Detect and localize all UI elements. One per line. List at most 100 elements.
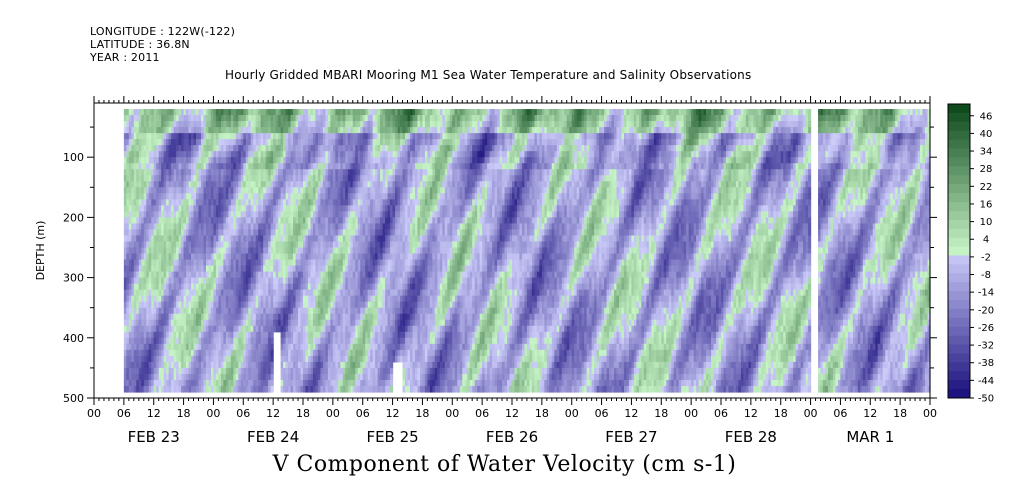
heat-cell (193, 325, 197, 333)
heat-cell (141, 223, 145, 231)
heat-cell (260, 289, 264, 297)
heat-cell (243, 277, 247, 285)
heat-cell (240, 163, 244, 170)
heat-cell (275, 193, 279, 200)
heat-cell (166, 367, 170, 375)
heat-cell (208, 127, 212, 134)
heat-cell (243, 379, 247, 387)
heat-cell (243, 193, 247, 200)
heat-cell (200, 325, 205, 333)
heat-cell (128, 193, 132, 200)
heat-cell (141, 265, 145, 273)
heat-cell (233, 367, 237, 375)
heat-cell (275, 169, 279, 176)
heat-cell (168, 277, 172, 285)
heat-cell (205, 319, 210, 327)
heat-cell (148, 133, 152, 140)
heat-cell (161, 247, 165, 255)
heat-cell (285, 109, 289, 116)
heat-cell (126, 367, 130, 375)
heat-cell (141, 307, 145, 315)
heat-cell (285, 337, 289, 345)
heat-cell (215, 271, 220, 279)
heat-cell (290, 163, 294, 170)
heat-cell (243, 151, 247, 158)
heat-cell (253, 199, 257, 206)
heat-cell (203, 127, 207, 134)
heat-cell (270, 349, 274, 357)
heat-cell (263, 319, 267, 327)
heat-cell (198, 379, 202, 387)
heat-cell (245, 211, 249, 218)
heat-cell (168, 205, 172, 212)
heat-cell (258, 241, 262, 249)
heat-cell (133, 373, 137, 381)
heat-cell (131, 349, 135, 357)
heat-cell (225, 109, 229, 116)
heat-cell (161, 223, 165, 231)
heat-cell (210, 301, 215, 309)
heat-cell (156, 133, 160, 140)
heat-cell (258, 289, 262, 297)
heat-cell (280, 127, 284, 134)
heat-cell (183, 199, 187, 206)
heat-cell (235, 205, 239, 212)
heat-cell (171, 289, 175, 297)
heat-cell (258, 379, 262, 387)
heat-cell (181, 301, 185, 309)
heat-cell (243, 247, 247, 255)
heat-cell (163, 133, 167, 140)
heat-cell (253, 169, 257, 176)
heat-cell (151, 325, 155, 333)
heat-cell (235, 313, 239, 321)
heat-cell (181, 265, 185, 273)
heat-cell (248, 223, 252, 231)
heat-cell (138, 223, 142, 231)
heat-cell (223, 277, 227, 285)
heat-cell (248, 181, 252, 188)
heat-cell (193, 301, 197, 309)
heat-cell (131, 169, 135, 176)
heat-cell (213, 145, 217, 152)
heat-cell (263, 355, 267, 363)
heat-cell (245, 355, 249, 363)
heat-cell (148, 121, 152, 128)
heat-cell (275, 115, 279, 122)
heat-cell (268, 289, 272, 297)
heat-cell (218, 301, 222, 309)
heat-cell (171, 127, 175, 134)
heat-cell (156, 211, 160, 218)
heat-cell (240, 361, 244, 369)
heat-cell (163, 139, 167, 146)
heat-cell (215, 343, 220, 351)
heat-cell (191, 163, 195, 170)
heat-cell (153, 229, 157, 237)
heat-cell (215, 181, 220, 188)
heat-cell (186, 121, 190, 128)
heat-cell (213, 271, 217, 279)
heat-cell (141, 193, 145, 200)
heat-cell (131, 211, 135, 218)
heat-cell (220, 385, 224, 393)
heat-cell (203, 235, 207, 243)
heat-cell (126, 163, 130, 170)
heat-cell (193, 313, 197, 321)
heat-cell (238, 145, 242, 152)
heat-cell (153, 319, 157, 327)
heat-cell (275, 205, 279, 212)
heat-cell (171, 271, 175, 279)
heat-cell (200, 385, 205, 393)
heat-cell (168, 337, 172, 345)
heat-cell (270, 223, 274, 231)
heat-cell (285, 313, 289, 321)
heat-cell (156, 373, 160, 381)
heat-cell (265, 193, 269, 200)
heat-cell (161, 193, 165, 200)
heat-cell (288, 127, 292, 134)
heat-cell (260, 349, 264, 357)
heat-cell (126, 355, 130, 363)
heat-cell (186, 187, 190, 194)
heat-cell (275, 157, 279, 164)
heat-cell (126, 169, 130, 176)
heat-cell (183, 157, 187, 164)
